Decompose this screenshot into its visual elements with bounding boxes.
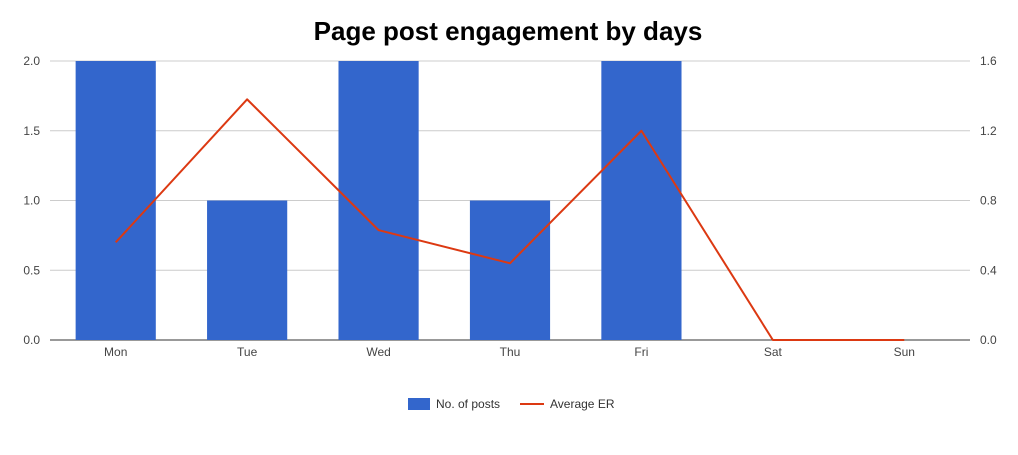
y-left-tick-label: 1.0 (23, 194, 40, 208)
y-right-tick-label: 0.4 (980, 263, 997, 277)
y-left-tick-label: 2.0 (23, 54, 40, 68)
x-tick-label: Mon (104, 345, 127, 359)
y-left-tick-label: 0.5 (23, 263, 40, 277)
y-right-tick-label: 0.8 (980, 194, 997, 208)
x-tick-label: Sun (894, 345, 915, 359)
x-tick-label: Sat (764, 345, 783, 359)
x-tick-label: Thu (500, 345, 521, 359)
x-tick-label: Tue (237, 345, 258, 359)
legend-label: No. of posts (436, 397, 500, 411)
legend: No. of posts Average ER (408, 397, 615, 411)
legend-label: Average ER (550, 397, 615, 411)
chart-title: Page post engagement by days (314, 16, 703, 46)
y-right-tick-label: 1.6 (980, 54, 997, 68)
bar[interactable] (601, 61, 681, 340)
y-right-tick-label: 1.2 (980, 124, 997, 138)
bar[interactable] (338, 61, 418, 340)
y-left-tick-label: 0.0 (23, 333, 40, 347)
y-left-tick-label: 1.5 (23, 124, 40, 138)
y-right-tick-label: 0.0 (980, 333, 997, 347)
bar[interactable] (207, 201, 287, 341)
x-tick-label: Wed (366, 345, 390, 359)
bar[interactable] (76, 61, 156, 340)
bar[interactable] (470, 201, 550, 341)
legend-swatch (408, 398, 430, 410)
legend-item-bar[interactable]: No. of posts (408, 397, 500, 411)
x-tick-label: Fri (634, 345, 648, 359)
legend-item-line[interactable]: Average ER (520, 397, 615, 411)
